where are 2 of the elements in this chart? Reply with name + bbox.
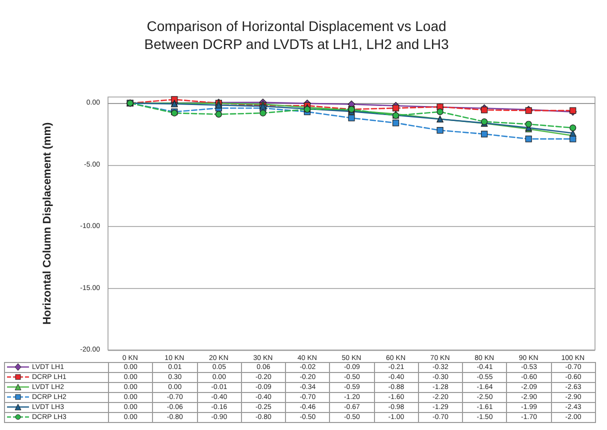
y-axis-title: Horizontal Column Displacement (mm) [42, 122, 54, 325]
chart-title: Comparison of Horizontal Displacement vs Load Between DCRP and LVDTs at LH1, LH2 and LH3 [144, 18, 449, 52]
